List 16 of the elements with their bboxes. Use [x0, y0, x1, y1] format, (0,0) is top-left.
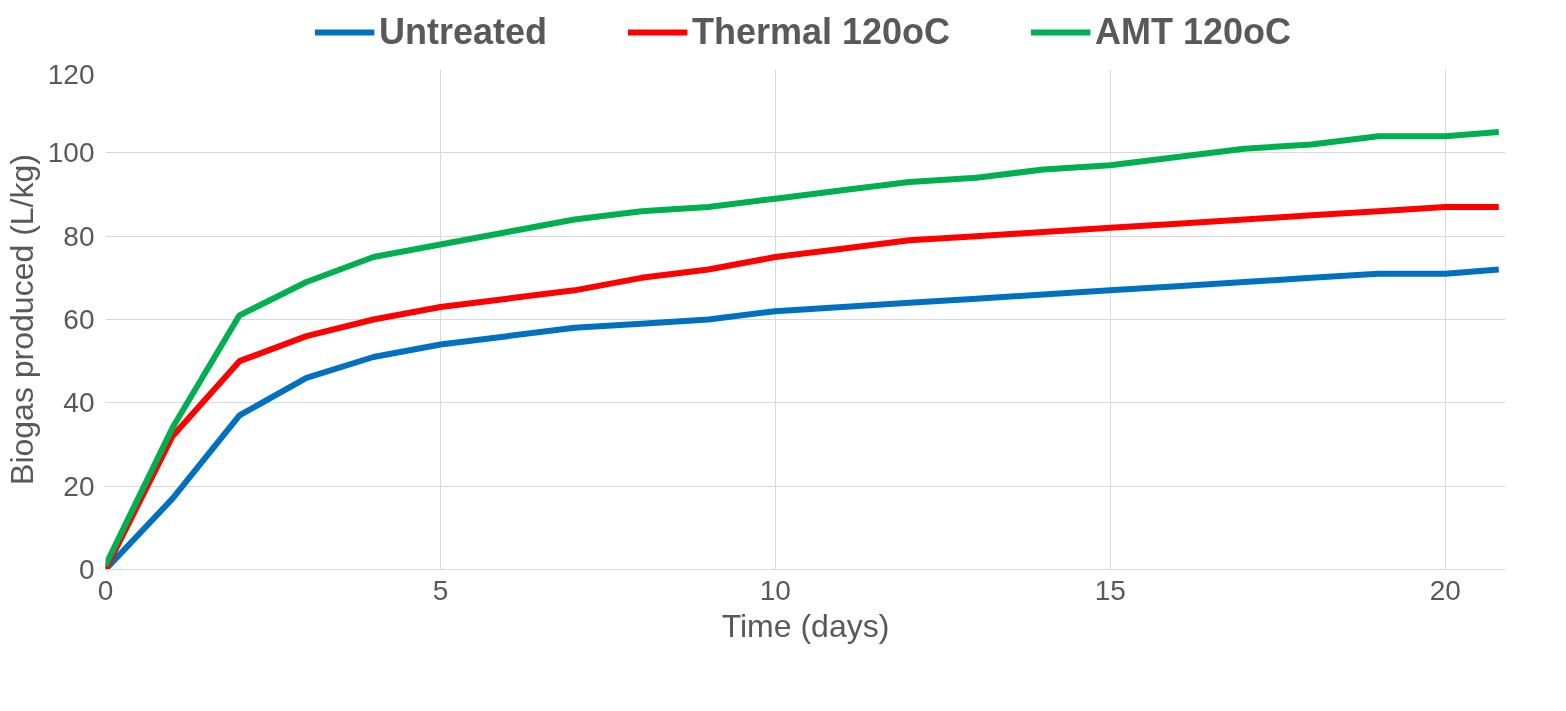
- x-tick-label: 15: [1094, 574, 1126, 606]
- y-tick-label: 80: [63, 220, 95, 252]
- legend-label: Thermal 120oC: [691, 11, 951, 53]
- y-tick-label: 60: [63, 304, 95, 335]
- y-tick-label: 20: [63, 470, 95, 502]
- legend-label: Untreated: [378, 11, 547, 53]
- x-tick-label: 5: [432, 574, 449, 606]
- y-tick-label: 100: [47, 137, 95, 169]
- y-axis-title: Biogas produced (L/kg): [3, 154, 40, 485]
- x-axis-title: Time (days): [721, 607, 890, 644]
- x-tick-label: 10: [759, 574, 791, 606]
- y-tick-label: 120: [47, 58, 95, 90]
- y-tick-label: 40: [63, 387, 95, 419]
- x-tick-label: 20: [1429, 574, 1461, 606]
- y-tick-label: 0: [78, 554, 95, 585]
- legend-label: AMT 120oC: [1095, 11, 1292, 53]
